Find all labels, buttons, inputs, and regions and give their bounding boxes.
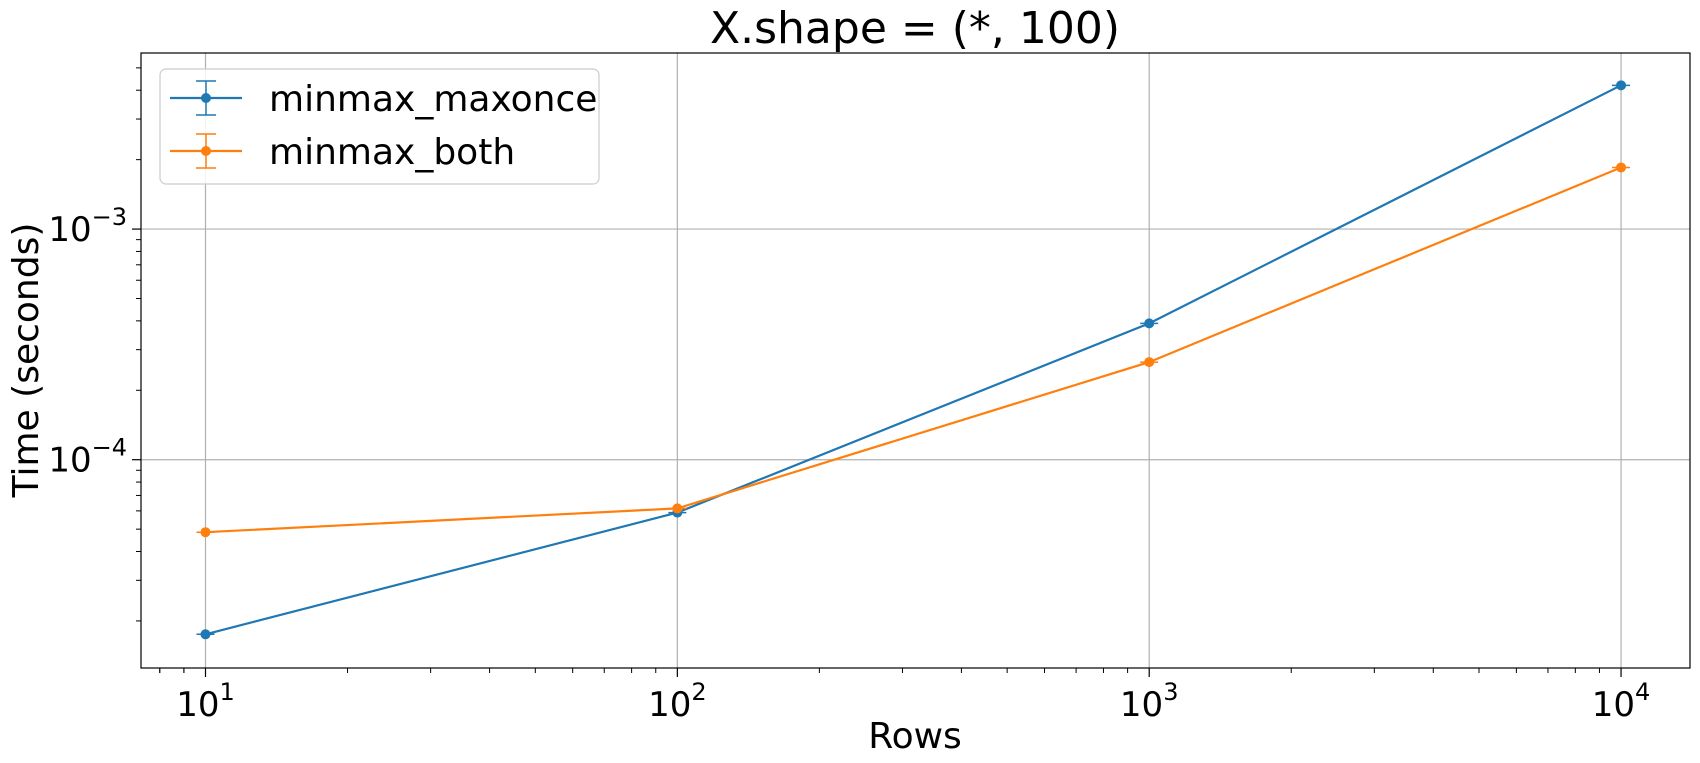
- series-line: [205, 84, 1622, 636]
- y-tick-exponent: −3: [92, 203, 127, 231]
- x-tick-label: 102: [648, 678, 707, 725]
- data-point: [1616, 162, 1627, 173]
- y-tick-base: 10: [48, 441, 91, 481]
- x-tick-exponent: 3: [1163, 678, 1178, 706]
- series-line: [205, 166, 1622, 534]
- legend-marker: [201, 93, 211, 103]
- data-point: [200, 527, 211, 538]
- grid-lines: [141, 53, 1690, 668]
- x-tick-base: 10: [648, 685, 691, 725]
- y-tick-label: 10−4: [48, 434, 127, 481]
- legend-entry-minmax_both: minmax_both: [170, 132, 515, 173]
- minor-ticks: [136, 67, 1600, 673]
- y-axis-label: Time (seconds): [6, 223, 47, 499]
- x-tick-base: 10: [1120, 685, 1163, 725]
- x-tick-label: 103: [1120, 678, 1179, 725]
- plot-frame: [140, 52, 1691, 669]
- data-point: [672, 503, 683, 514]
- data-point: [1144, 357, 1155, 368]
- legend-label: minmax_both: [269, 132, 515, 173]
- x-tick-exponent: 2: [691, 678, 706, 706]
- x-axis-ticks: 101 102 103 104: [176, 668, 1650, 725]
- x-tick-exponent: 1: [219, 678, 234, 706]
- data-point: [1144, 318, 1155, 329]
- x-tick-exponent: 4: [1635, 678, 1650, 706]
- x-tick-label: 104: [1592, 678, 1651, 725]
- legend-marker: [201, 146, 211, 156]
- y-tick-label: 10−3: [48, 203, 127, 250]
- legend-box: [159, 68, 600, 185]
- legend: minmax_maxonce minmax_both: [159, 68, 600, 185]
- x-axis-label: Rows: [868, 716, 962, 757]
- x-tick-base: 10: [1592, 685, 1635, 725]
- y-tick-base: 10: [48, 210, 91, 250]
- legend-entry-minmax_maxonce: minmax_maxonce: [170, 79, 597, 120]
- data-point: [200, 629, 211, 640]
- data-point: [1616, 80, 1627, 91]
- chart-title: X.shape = (*, 100): [710, 3, 1120, 54]
- x-tick-label: 101: [176, 678, 235, 725]
- legend-entries: minmax_maxonce minmax_both: [170, 79, 597, 173]
- legend-label: minmax_maxonce: [269, 79, 597, 120]
- series-minmax_both: [196, 162, 1631, 538]
- x-tick-base: 10: [176, 685, 219, 725]
- y-axis-ticks: 10−310−4: [48, 203, 141, 481]
- y-tick-exponent: −4: [92, 434, 127, 462]
- series-layer: [196, 80, 1631, 640]
